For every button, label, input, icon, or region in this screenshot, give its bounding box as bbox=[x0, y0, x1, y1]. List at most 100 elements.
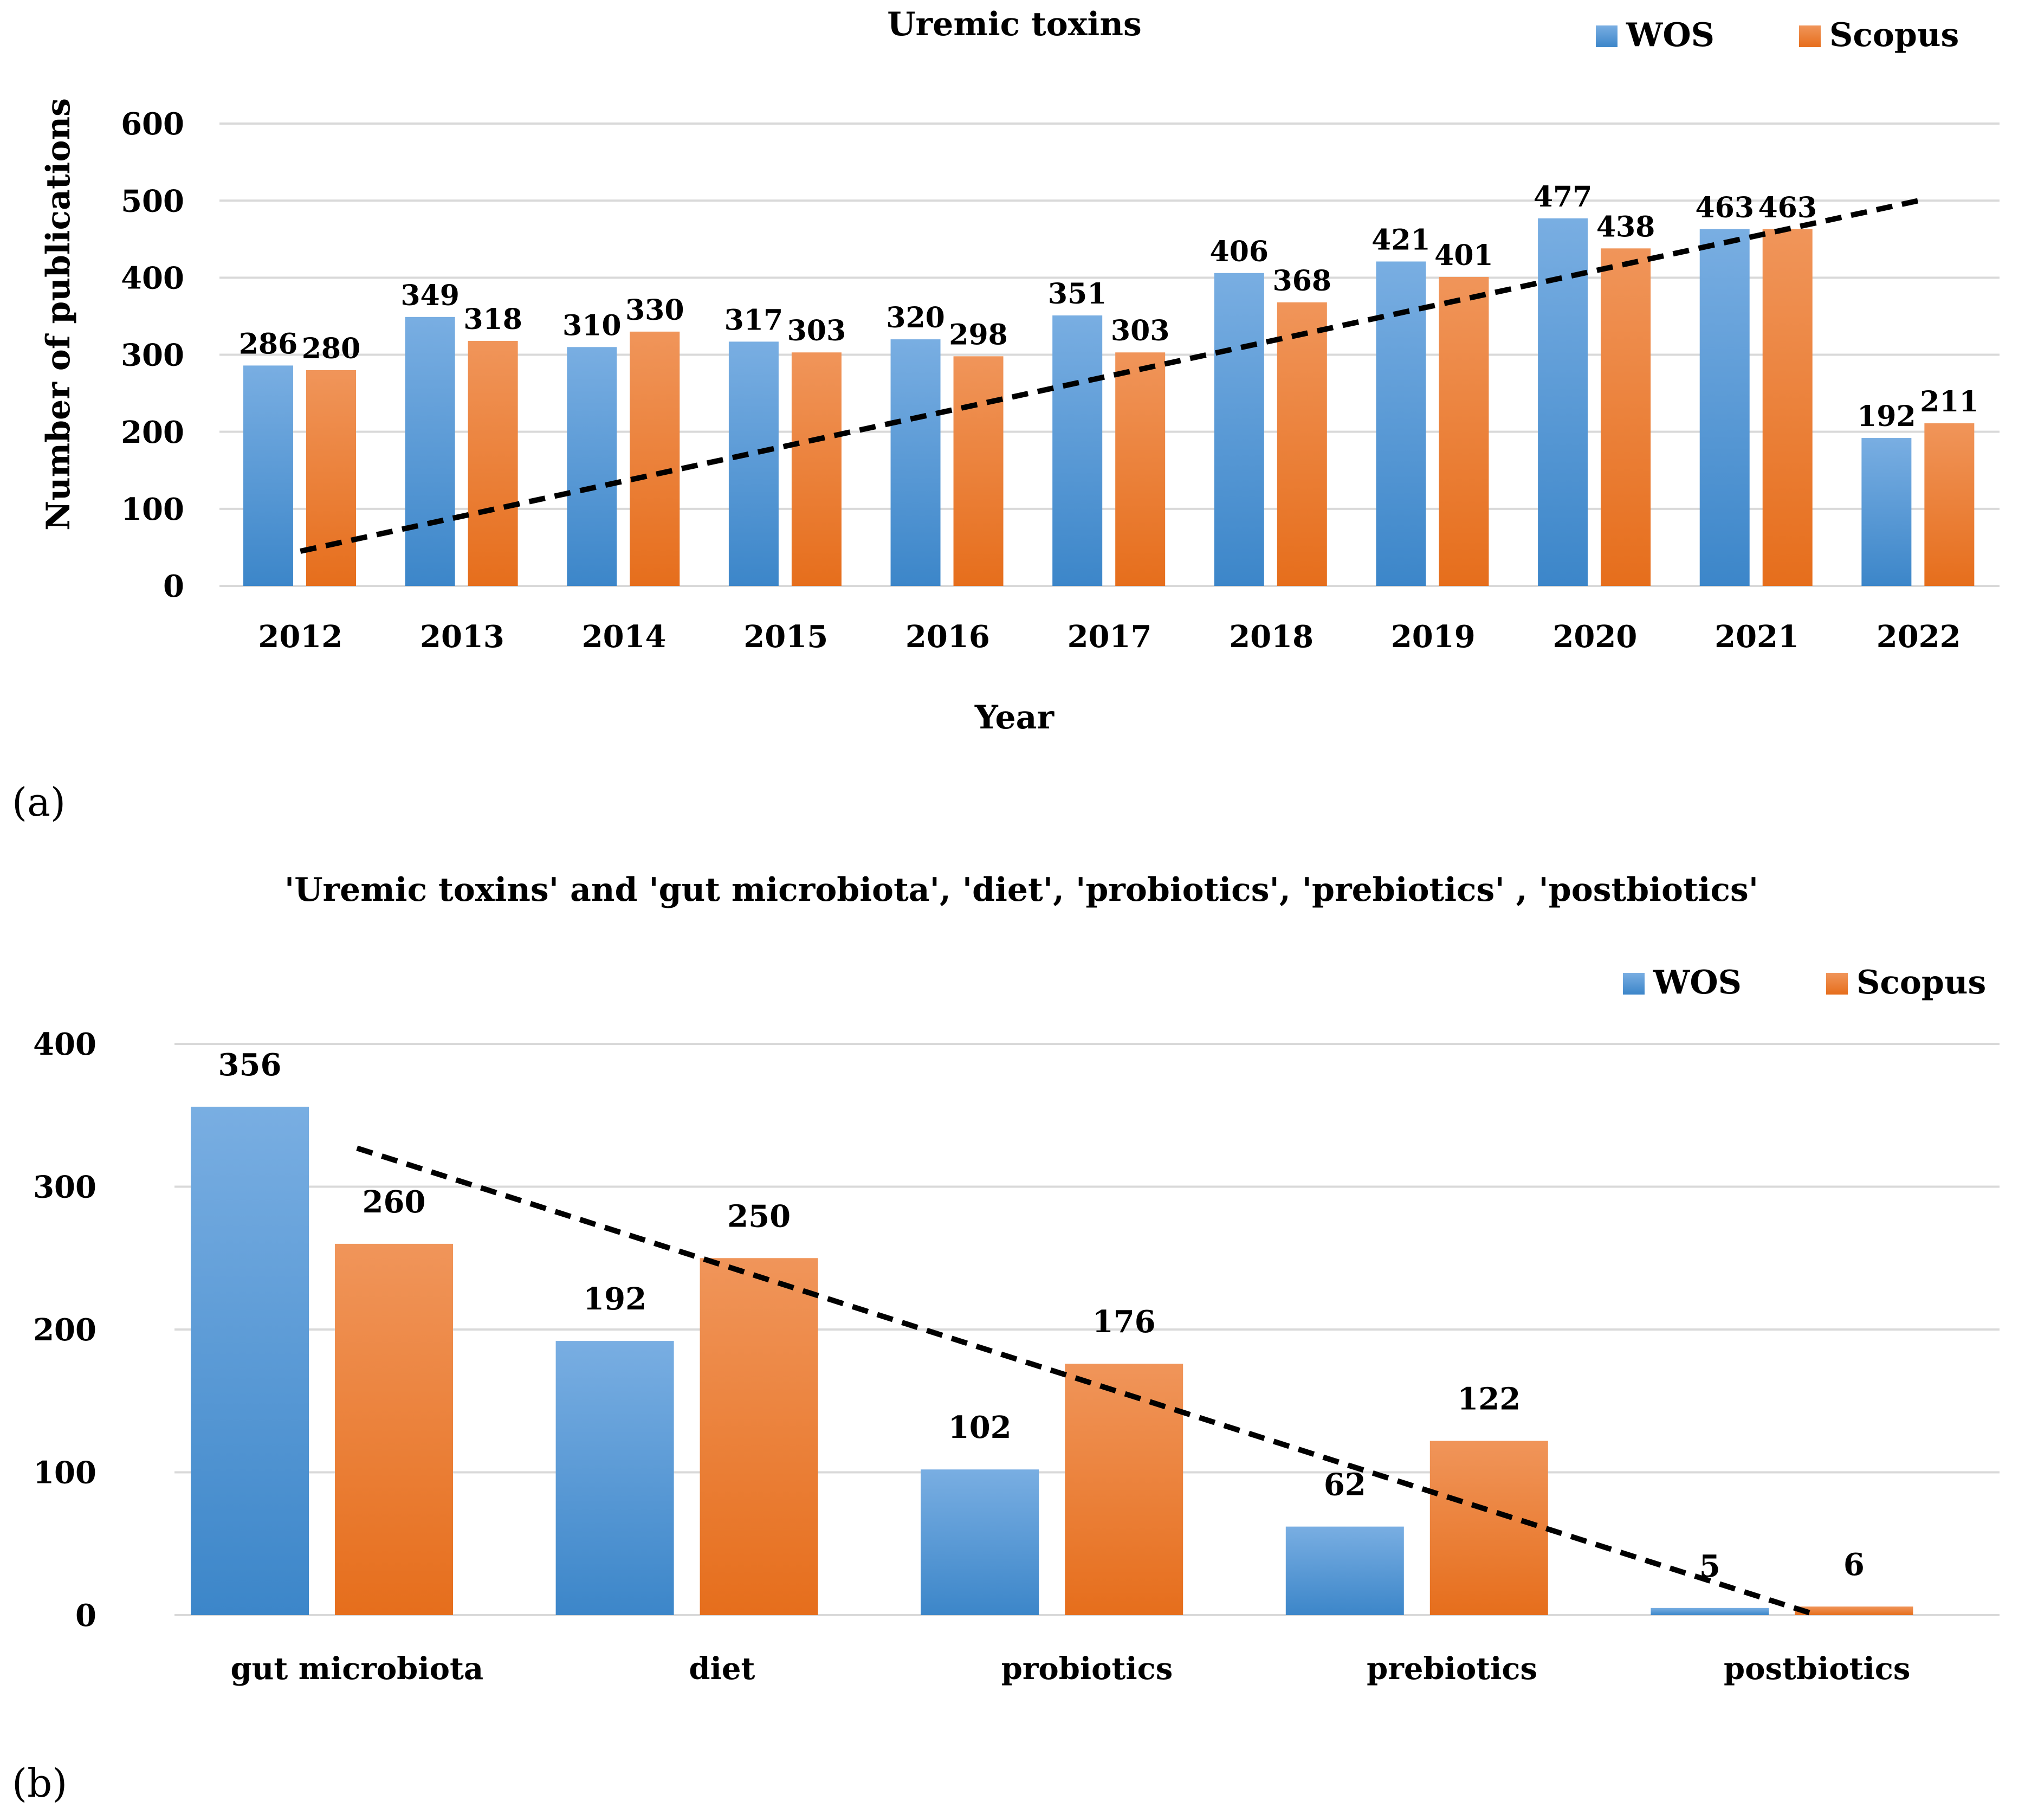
scopus-legend-label: Scopus bbox=[1829, 16, 1959, 54]
wos-data-label: 320 bbox=[886, 301, 945, 334]
wos-bar-probiotics bbox=[921, 1469, 1039, 1615]
x-tick-label: 2012 bbox=[258, 619, 342, 655]
x-tick-label: 2015 bbox=[743, 619, 828, 655]
x-tick-label: 2019 bbox=[1391, 619, 1476, 655]
wos-legend-label: WOS bbox=[1626, 16, 1714, 54]
scopus-data-label: 463 bbox=[1758, 191, 1817, 224]
scopus-bar-2016 bbox=[953, 356, 1004, 586]
wos-data-label: 406 bbox=[1210, 235, 1269, 268]
scopus-data-label: 260 bbox=[363, 1184, 426, 1220]
y-tick-label: 500 bbox=[121, 183, 184, 219]
scopus-data-label: 280 bbox=[302, 332, 361, 365]
chart-panel-b: 0 100 200 300 400 356 260 gut microbiota 192 250 d… bbox=[12, 871, 2000, 1806]
wos-data-label: 192 bbox=[1857, 400, 1916, 433]
x-tick-label: diet bbox=[689, 1651, 755, 1687]
wos-legend-label: WOS bbox=[1653, 964, 1742, 1002]
wos-data-label: 351 bbox=[1048, 277, 1107, 311]
wos-data-label: 477 bbox=[1534, 180, 1593, 214]
x-tick-label: 2017 bbox=[1067, 619, 1152, 655]
wos-legend-swatch bbox=[1596, 25, 1618, 47]
y-tick-label: 200 bbox=[121, 415, 184, 450]
scopus-data-label: 318 bbox=[463, 303, 522, 336]
x-tick-label: 2013 bbox=[420, 619, 504, 655]
y-tick-label: 100 bbox=[121, 492, 184, 527]
wos-bar-2019 bbox=[1376, 261, 1426, 586]
wos-bar-gut-microbiota bbox=[191, 1106, 309, 1615]
scopus-data-label: 298 bbox=[949, 318, 1008, 351]
y-axis-title: Number of publications bbox=[40, 98, 77, 531]
scopus-bar-2014 bbox=[630, 331, 680, 586]
wos-bar-2012 bbox=[243, 365, 293, 586]
y-tick-label: 300 bbox=[121, 338, 184, 373]
trendline bbox=[300, 198, 1919, 554]
x-tick-label: 2018 bbox=[1229, 619, 1314, 655]
scopus-bar-2013 bbox=[468, 340, 518, 586]
scopus-data-label: 368 bbox=[1273, 264, 1332, 298]
chart-title: Uremic toxins bbox=[887, 5, 1142, 43]
wos-data-label: 317 bbox=[724, 304, 784, 337]
y-tick-label: 600 bbox=[121, 106, 184, 142]
wos-bar-2022 bbox=[1861, 438, 1912, 586]
x-tick-label: prebiotics bbox=[1367, 1651, 1537, 1687]
scopus-bar-2012 bbox=[306, 370, 356, 586]
y-tick-label: 0 bbox=[163, 569, 184, 604]
wos-bar-2015 bbox=[728, 341, 779, 586]
wos-bar-2013 bbox=[405, 317, 455, 586]
scopus-bar-2022 bbox=[1924, 423, 1975, 586]
x-axis-title: Year bbox=[974, 699, 1055, 737]
wos-data-label: 192 bbox=[583, 1281, 646, 1317]
panel-label: (a) bbox=[12, 779, 66, 825]
chart-title: 'Uremic toxins' and 'gut microbiota', 'd… bbox=[284, 871, 1758, 909]
scopus-data-label: 330 bbox=[625, 294, 684, 327]
y-tick-label: 400 bbox=[33, 1027, 96, 1062]
x-tick-label: 2016 bbox=[905, 619, 990, 655]
wos-bar-2016 bbox=[890, 339, 941, 586]
scopus-bar-2018 bbox=[1277, 302, 1327, 586]
scopus-bar-2020 bbox=[1601, 248, 1651, 586]
wos-data-label: 463 bbox=[1695, 191, 1754, 224]
scopus-bar-2017 bbox=[1115, 352, 1166, 586]
scopus-bar-diet bbox=[700, 1258, 818, 1615]
wos-data-label: 286 bbox=[239, 327, 298, 360]
scopus-bar-2015 bbox=[791, 352, 842, 586]
scopus-legend-swatch bbox=[1799, 25, 1821, 47]
wos-data-label: 349 bbox=[400, 279, 460, 312]
scopus-legend-label: Scopus bbox=[1856, 964, 1986, 1002]
wos-legend-swatch bbox=[1623, 973, 1645, 995]
x-tick-label: probiotics bbox=[1001, 1651, 1173, 1687]
scopus-bar-2021 bbox=[1762, 229, 1813, 586]
scopus-data-label: 303 bbox=[1111, 314, 1170, 347]
wos-bar-2021 bbox=[1699, 229, 1750, 586]
scopus-bar-gut-microbiota bbox=[335, 1243, 453, 1615]
wos-bar-2014 bbox=[567, 347, 617, 586]
scopus-data-label: 401 bbox=[1434, 239, 1493, 272]
scopus-bar-postbiotics bbox=[1795, 1606, 1913, 1615]
wos-data-label: 356 bbox=[218, 1047, 282, 1083]
wos-data-label: 62 bbox=[1324, 1467, 1366, 1503]
scopus-legend-swatch bbox=[1826, 973, 1848, 995]
scopus-bar-probiotics bbox=[1065, 1364, 1183, 1615]
scopus-data-label: 122 bbox=[1457, 1382, 1521, 1417]
scopus-data-label: 211 bbox=[1920, 385, 1979, 418]
x-tick-label: 2022 bbox=[1877, 619, 1961, 655]
y-tick-label: 0 bbox=[75, 1598, 96, 1634]
scopus-data-label: 438 bbox=[1596, 210, 1655, 243]
y-tick-label: 100 bbox=[33, 1455, 96, 1491]
wos-bar-postbiotics bbox=[1651, 1608, 1769, 1615]
wos-bar-prebiotics bbox=[1285, 1526, 1404, 1615]
wos-bar-2017 bbox=[1052, 315, 1103, 586]
scopus-data-label: 176 bbox=[1092, 1304, 1156, 1340]
wos-data-label: 102 bbox=[948, 1410, 1012, 1445]
scopus-data-label: 303 bbox=[787, 314, 846, 347]
y-tick-label: 200 bbox=[33, 1312, 96, 1348]
x-tick-label: postbiotics bbox=[1724, 1651, 1910, 1687]
panel-label: (b) bbox=[12, 1760, 67, 1806]
scopus-bar-prebiotics bbox=[1429, 1441, 1548, 1615]
x-tick-label: 2020 bbox=[1552, 619, 1637, 655]
x-tick-label: 2014 bbox=[582, 619, 667, 655]
wos-data-label: 310 bbox=[562, 309, 622, 342]
trendline bbox=[356, 1145, 1818, 1618]
wos-data-label: 421 bbox=[1371, 223, 1431, 256]
